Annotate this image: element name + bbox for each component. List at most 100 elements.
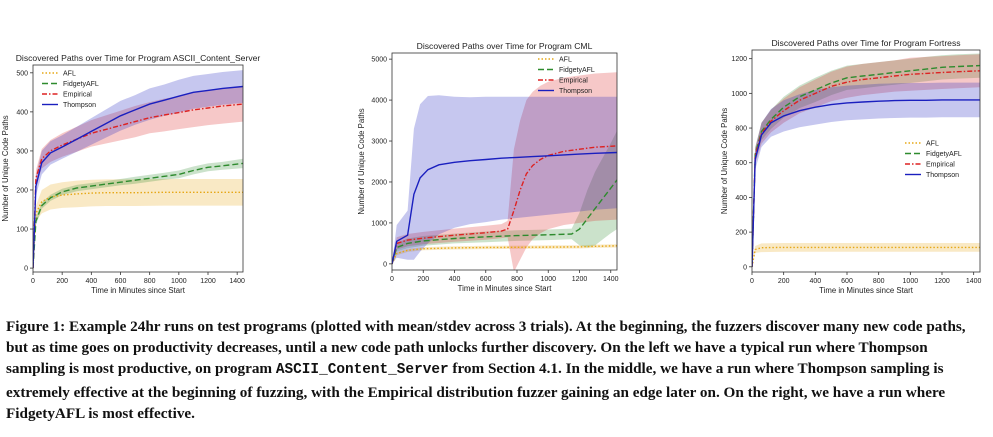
legend-label-thompson: Thompson [559,88,592,95]
y-tick-label: 400 [735,195,747,202]
x-axis-label: Time in Minutes since Start [819,286,914,295]
axes-frame [391,52,618,271]
y-tick-label: 0 [743,264,747,271]
x-tick-label: 1200 [934,278,950,285]
axes-frame [32,64,244,273]
x-tick-label: 600 [115,278,127,285]
series-line-empirical [752,70,980,267]
y-tick-label: 2000 [371,179,387,186]
stdev-band-thompson [392,95,617,264]
y-tick-label: 100 [16,227,28,234]
y-tick-label: 600 [735,160,747,167]
plot-area [392,72,617,270]
legend-label-afl: AFL [926,141,939,148]
stdev-band-afl [33,179,243,269]
y-tick-label: 200 [16,187,28,194]
legend-label-empirical: Empirical [63,92,92,99]
legend-label-empirical: Empirical [559,78,588,85]
stdev-band-afl [752,243,980,267]
stdev-band-empirical [752,54,980,267]
plot-area [33,70,243,269]
series-line-afl [33,191,243,269]
y-axis-label: Number of Unique Code Paths [1,115,10,221]
y-tick-label: 1000 [371,220,387,227]
y-tick-label: 4000 [371,98,387,105]
legend: AFL FidgetyAFL Empirical Thompson [905,141,962,179]
stdev-band-fidgetyafl [392,130,617,264]
series-line-empirical [392,145,617,265]
series-line-empirical [33,103,243,269]
x-tick-label: 1200 [200,278,216,285]
stdev-band-empirical [392,72,617,270]
x-tick-label: 400 [809,278,821,285]
x-tick-label: 600 [841,278,853,285]
y-tick-label: 300 [16,148,28,155]
y-tick-label: 500 [16,70,28,77]
legend-label-afl: AFL [559,57,572,64]
figure-caption: Figure 1: Example 24hr runs on test prog… [6,316,988,424]
chart-panel-2: 0 200 400 600 800 1000 1200 1400 0 1000 2000 3000 40… [357,41,619,293]
series-line-afl [752,246,980,267]
x-tick-label: 1000 [903,278,919,285]
x-tick-label: 1400 [229,278,245,285]
x-tick-label: 800 [873,278,885,285]
legend-label-empirical: Empirical [926,162,955,169]
y-tick-label: 0 [24,266,28,273]
y-tick-label: 400 [16,109,28,116]
x-tick-label: 0 [390,276,394,283]
legend-label-afl: AFL [63,71,76,78]
y-tick-label: 0 [383,261,387,268]
legend-label-fidgetyafl: FidgetyAFL [63,81,99,88]
x-tick-label: 800 [144,278,156,285]
stdev-band-fidgetyafl [752,53,980,267]
x-tick-label: 400 [85,278,97,285]
x-tick-label: 1000 [540,276,556,283]
series-line-fidgetyafl [33,162,243,269]
x-axis-label: Time in Minutes since Start [458,284,553,293]
series-line-thompson [392,151,617,265]
legend-label-thompson: Thompson [926,172,959,179]
x-tick-label: 200 [778,278,790,285]
legend: AFL FidgetyAFL Empirical Thompson [538,57,595,95]
x-tick-label: 1200 [572,276,588,283]
stdev-band-fidgetyafl [33,158,243,269]
caption-text-start: Figure 1: Example 24hr runs on test prog… [6,318,966,378]
series-line-fidgetyafl [752,64,980,267]
series-line-fidgetyafl [392,179,617,265]
y-tick-label: 800 [735,126,747,133]
caption-program-name: ASCII_Content_Server [275,362,449,379]
y-axis-label: Number of Unique Code Paths [357,108,366,214]
x-axis-label: Time in Minutes since Start [91,286,186,295]
x-tick-label: 1000 [171,278,187,285]
legend-label-thompson: Thompson [63,102,96,109]
figure-panels: 0 200 400 600 800 1000 1200 1400 0 100 200 300 400 50… [1,38,982,295]
caption-text-end: from Section 4.1. In the middle, we have… [6,360,946,422]
x-tick-label: 1400 [603,276,619,283]
x-tick-label: 200 [417,276,429,283]
plot-area [752,53,980,267]
chart-title: Discovered Paths over Time for Program A… [16,53,261,63]
series-line-afl [392,245,617,265]
stdev-band-thompson [752,82,980,267]
chart-panel-1: 0 200 400 600 800 1000 1200 1400 0 100 200 300 400 50… [1,53,260,295]
axes-frame [751,49,981,273]
series-line-thompson [752,99,980,267]
legend-label-fidgetyafl: FidgetyAFL [559,67,595,74]
legend: AFL FidgetyAFL Empirical Thompson [42,71,99,109]
series-line-thompson [33,85,243,269]
legend-label-fidgetyafl: FidgetyAFL [926,151,962,158]
stdev-band-afl [392,244,617,264]
x-tick-label: 200 [56,278,68,285]
y-tick-label: 1000 [731,91,747,98]
x-tick-label: 400 [449,276,461,283]
y-tick-label: 3000 [371,139,387,146]
y-axis-label: Number of Unique Code Paths [720,108,729,214]
x-tick-label: 1400 [966,278,982,285]
y-tick-label: 1200 [731,56,747,63]
x-tick-label: 800 [511,276,523,283]
chart-panel-3: 0 200 400 600 800 1000 1200 1400 0 200 400 600 800 10… [720,38,982,295]
y-tick-label: 200 [735,230,747,237]
chart-title: Discovered Paths over Time for Program F… [771,38,960,48]
x-tick-label: 600 [480,276,492,283]
stdev-band-empirical [33,86,243,269]
